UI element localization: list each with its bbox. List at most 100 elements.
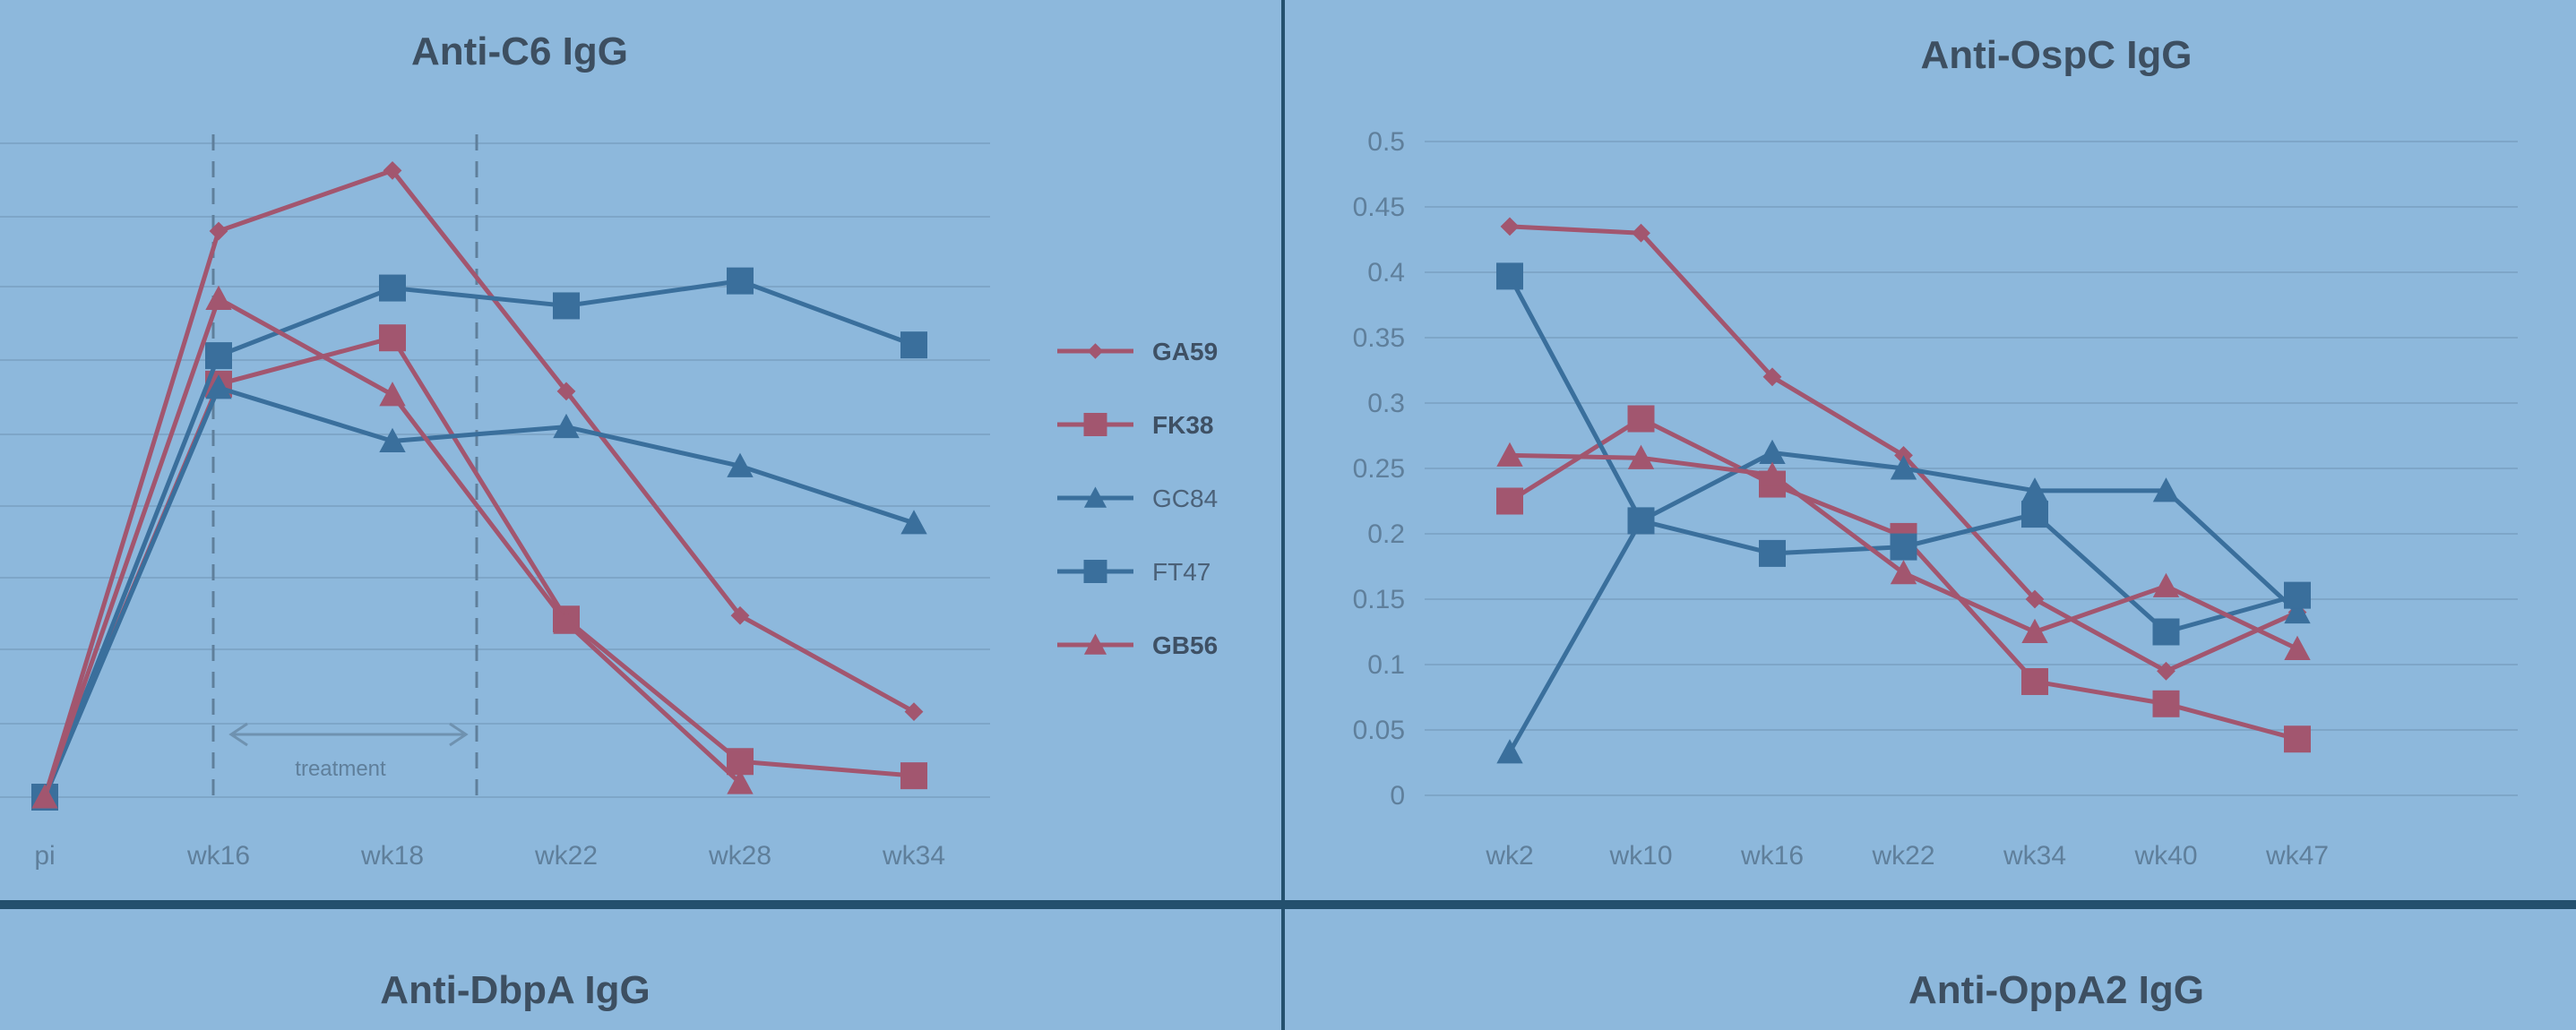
ospc-point-ga59 bbox=[2025, 589, 2045, 609]
ospc-x-tick-labels: wk2 wk10 wk16 wk22 wk34 wk40 wk47 bbox=[1485, 841, 2329, 871]
ospc-point-gb56 bbox=[1759, 461, 1786, 486]
ospc-series bbox=[1496, 217, 2311, 764]
c6-point-ft47 bbox=[900, 331, 927, 359]
ospc-y-tick-label: 0.15 bbox=[1353, 585, 1405, 614]
ospc-point-ft47 bbox=[1496, 262, 1523, 290]
ospc-point-gb56 bbox=[2021, 618, 2048, 643]
legend-marker bbox=[1083, 633, 1107, 655]
ospc-point-ft47 bbox=[1759, 539, 1786, 567]
c6-point-ga59 bbox=[209, 221, 228, 241]
ospc-point-fk38 bbox=[1627, 405, 1655, 433]
c6-point-gc84 bbox=[553, 413, 580, 439]
ospc-y-tick-label: 0 bbox=[1390, 781, 1405, 811]
c6-x-tick-label: pi bbox=[34, 841, 55, 871]
ospc-point-gc84 bbox=[1496, 739, 1523, 764]
ospc-point-gb56 bbox=[1890, 560, 1917, 585]
legend-label: FK38 bbox=[1152, 411, 1213, 439]
c6-point-gb56 bbox=[553, 609, 580, 634]
c6-point-gb56 bbox=[379, 382, 406, 407]
c6-point-gc84 bbox=[727, 452, 754, 477]
legend-label: GA59 bbox=[1152, 338, 1218, 365]
c6-x-tick-labels: pi wk16 wk18 wk22 wk28 wk34 bbox=[34, 841, 945, 871]
ospc-point-gc84 bbox=[2021, 477, 2048, 502]
ospc-point-ft47 bbox=[2284, 581, 2311, 609]
c6-point-ft47 bbox=[379, 274, 406, 302]
treatment-label: treatment bbox=[295, 757, 386, 781]
panel-title-anti-c6: Anti-C6 IgG bbox=[411, 30, 628, 73]
c6-point-ft47 bbox=[553, 292, 580, 320]
ospc-point-gc84 bbox=[2284, 598, 2311, 624]
legend-marker bbox=[1087, 343, 1104, 359]
treatment-arrow-head-left bbox=[228, 722, 248, 747]
treatment-arrow-head-right bbox=[449, 722, 469, 747]
c6-point-ga59 bbox=[904, 702, 924, 721]
ospc-y-tick-labels: 0 0.05 0.1 0.15 0.2 0.25 0.3 0.35 0.4 0.45 0.5 bbox=[1353, 127, 1405, 811]
c6-x-tick-label: wk18 bbox=[360, 841, 424, 871]
legend-label: FT47 bbox=[1152, 558, 1210, 586]
ospc-y-tick-label: 0.1 bbox=[1367, 650, 1405, 680]
c6-point-ft47 bbox=[727, 267, 754, 295]
legend-label: GB56 bbox=[1152, 631, 1218, 659]
legend-marker bbox=[1083, 560, 1107, 583]
c6-series-line-ft47 bbox=[42, 279, 915, 798]
ospc-point-ft47 bbox=[1627, 507, 1655, 535]
ospc-point-gc84 bbox=[2152, 477, 2180, 502]
c6-series-line-gc84 bbox=[42, 385, 915, 798]
ospc-gridlines bbox=[1425, 141, 2518, 796]
c6-x-tick-label: wk34 bbox=[882, 841, 945, 871]
ospc-x-tick-label: wk10 bbox=[1608, 841, 1672, 871]
ospc-point-ft47 bbox=[1890, 533, 1917, 561]
ospc-x-tick-label: wk34 bbox=[2003, 841, 2066, 871]
ospc-point-fk38 bbox=[2152, 690, 2180, 717]
ospc-y-tick-label: 0.3 bbox=[1367, 389, 1405, 418]
ospc-point-fk38 bbox=[2021, 667, 2048, 695]
c6-point-fk38 bbox=[379, 324, 406, 352]
ospc-point-gc84 bbox=[1759, 439, 1786, 464]
c6-series-line-fk38 bbox=[42, 335, 915, 798]
c6-point-ga59 bbox=[556, 382, 576, 401]
panel-title-anti-dbpa: Anti-DbpA IgG bbox=[380, 968, 650, 1012]
ospc-y-tick-label: 0.4 bbox=[1367, 258, 1405, 288]
legend-label: GC84 bbox=[1152, 485, 1218, 512]
ospc-x-tick-label: wk40 bbox=[2133, 841, 2197, 871]
ospc-point-fk38 bbox=[1496, 487, 1523, 515]
ospc-point-fk38 bbox=[2284, 725, 2311, 753]
c6-point-ft47 bbox=[205, 342, 232, 370]
ospc-point-gb56 bbox=[1496, 442, 1523, 467]
panel-title-anti-ospc: Anti-OspC IgG bbox=[1920, 33, 2192, 77]
c6-point-fk38 bbox=[900, 762, 927, 790]
ospc-point-ga59 bbox=[1762, 367, 1782, 387]
c6-series bbox=[31, 161, 927, 811]
legend: GA59 FK38 GC84 FT47 GB56 bbox=[1057, 338, 1218, 659]
ospc-point-ga59 bbox=[1500, 217, 1520, 236]
c6-x-tick-label: wk16 bbox=[186, 841, 250, 871]
c6-point-gb56 bbox=[31, 784, 58, 809]
ospc-point-ga59 bbox=[1632, 223, 1650, 243]
c6-x-tick-label: wk22 bbox=[534, 841, 598, 871]
legend-marker bbox=[1083, 486, 1107, 508]
c6-point-gb56 bbox=[727, 769, 754, 794]
ospc-y-tick-label: 0.5 bbox=[1367, 127, 1405, 157]
ospc-x-tick-label: wk47 bbox=[2265, 841, 2329, 871]
ospc-point-ga59 bbox=[2157, 661, 2175, 681]
ospc-x-tick-label: wk22 bbox=[1871, 841, 1934, 871]
ospc-point-gb56 bbox=[2284, 635, 2311, 660]
ospc-point-ft47 bbox=[2021, 501, 2048, 528]
c6-treatment-annotation: treatment bbox=[211, 134, 478, 797]
ospc-point-gb56 bbox=[2152, 572, 2180, 597]
panel-title-anti-oppa2: Anti-OppA2 IgG bbox=[1908, 968, 2204, 1012]
ospc-point-gc84 bbox=[1890, 455, 1917, 480]
c6-gridlines bbox=[0, 142, 990, 798]
c6-series-line-ga59 bbox=[42, 167, 916, 798]
c6-x-tick-label: wk28 bbox=[708, 841, 771, 871]
c6-point-ga59 bbox=[730, 605, 750, 625]
ospc-point-gb56 bbox=[1627, 444, 1655, 469]
ospc-x-tick-label: wk16 bbox=[1740, 841, 1804, 871]
c6-point-gc84 bbox=[205, 374, 232, 399]
ospc-y-tick-label: 0.45 bbox=[1353, 193, 1405, 222]
c6-point-gc84 bbox=[900, 510, 927, 535]
c6-point-gc84 bbox=[379, 427, 406, 452]
legend-marker bbox=[1083, 413, 1107, 436]
